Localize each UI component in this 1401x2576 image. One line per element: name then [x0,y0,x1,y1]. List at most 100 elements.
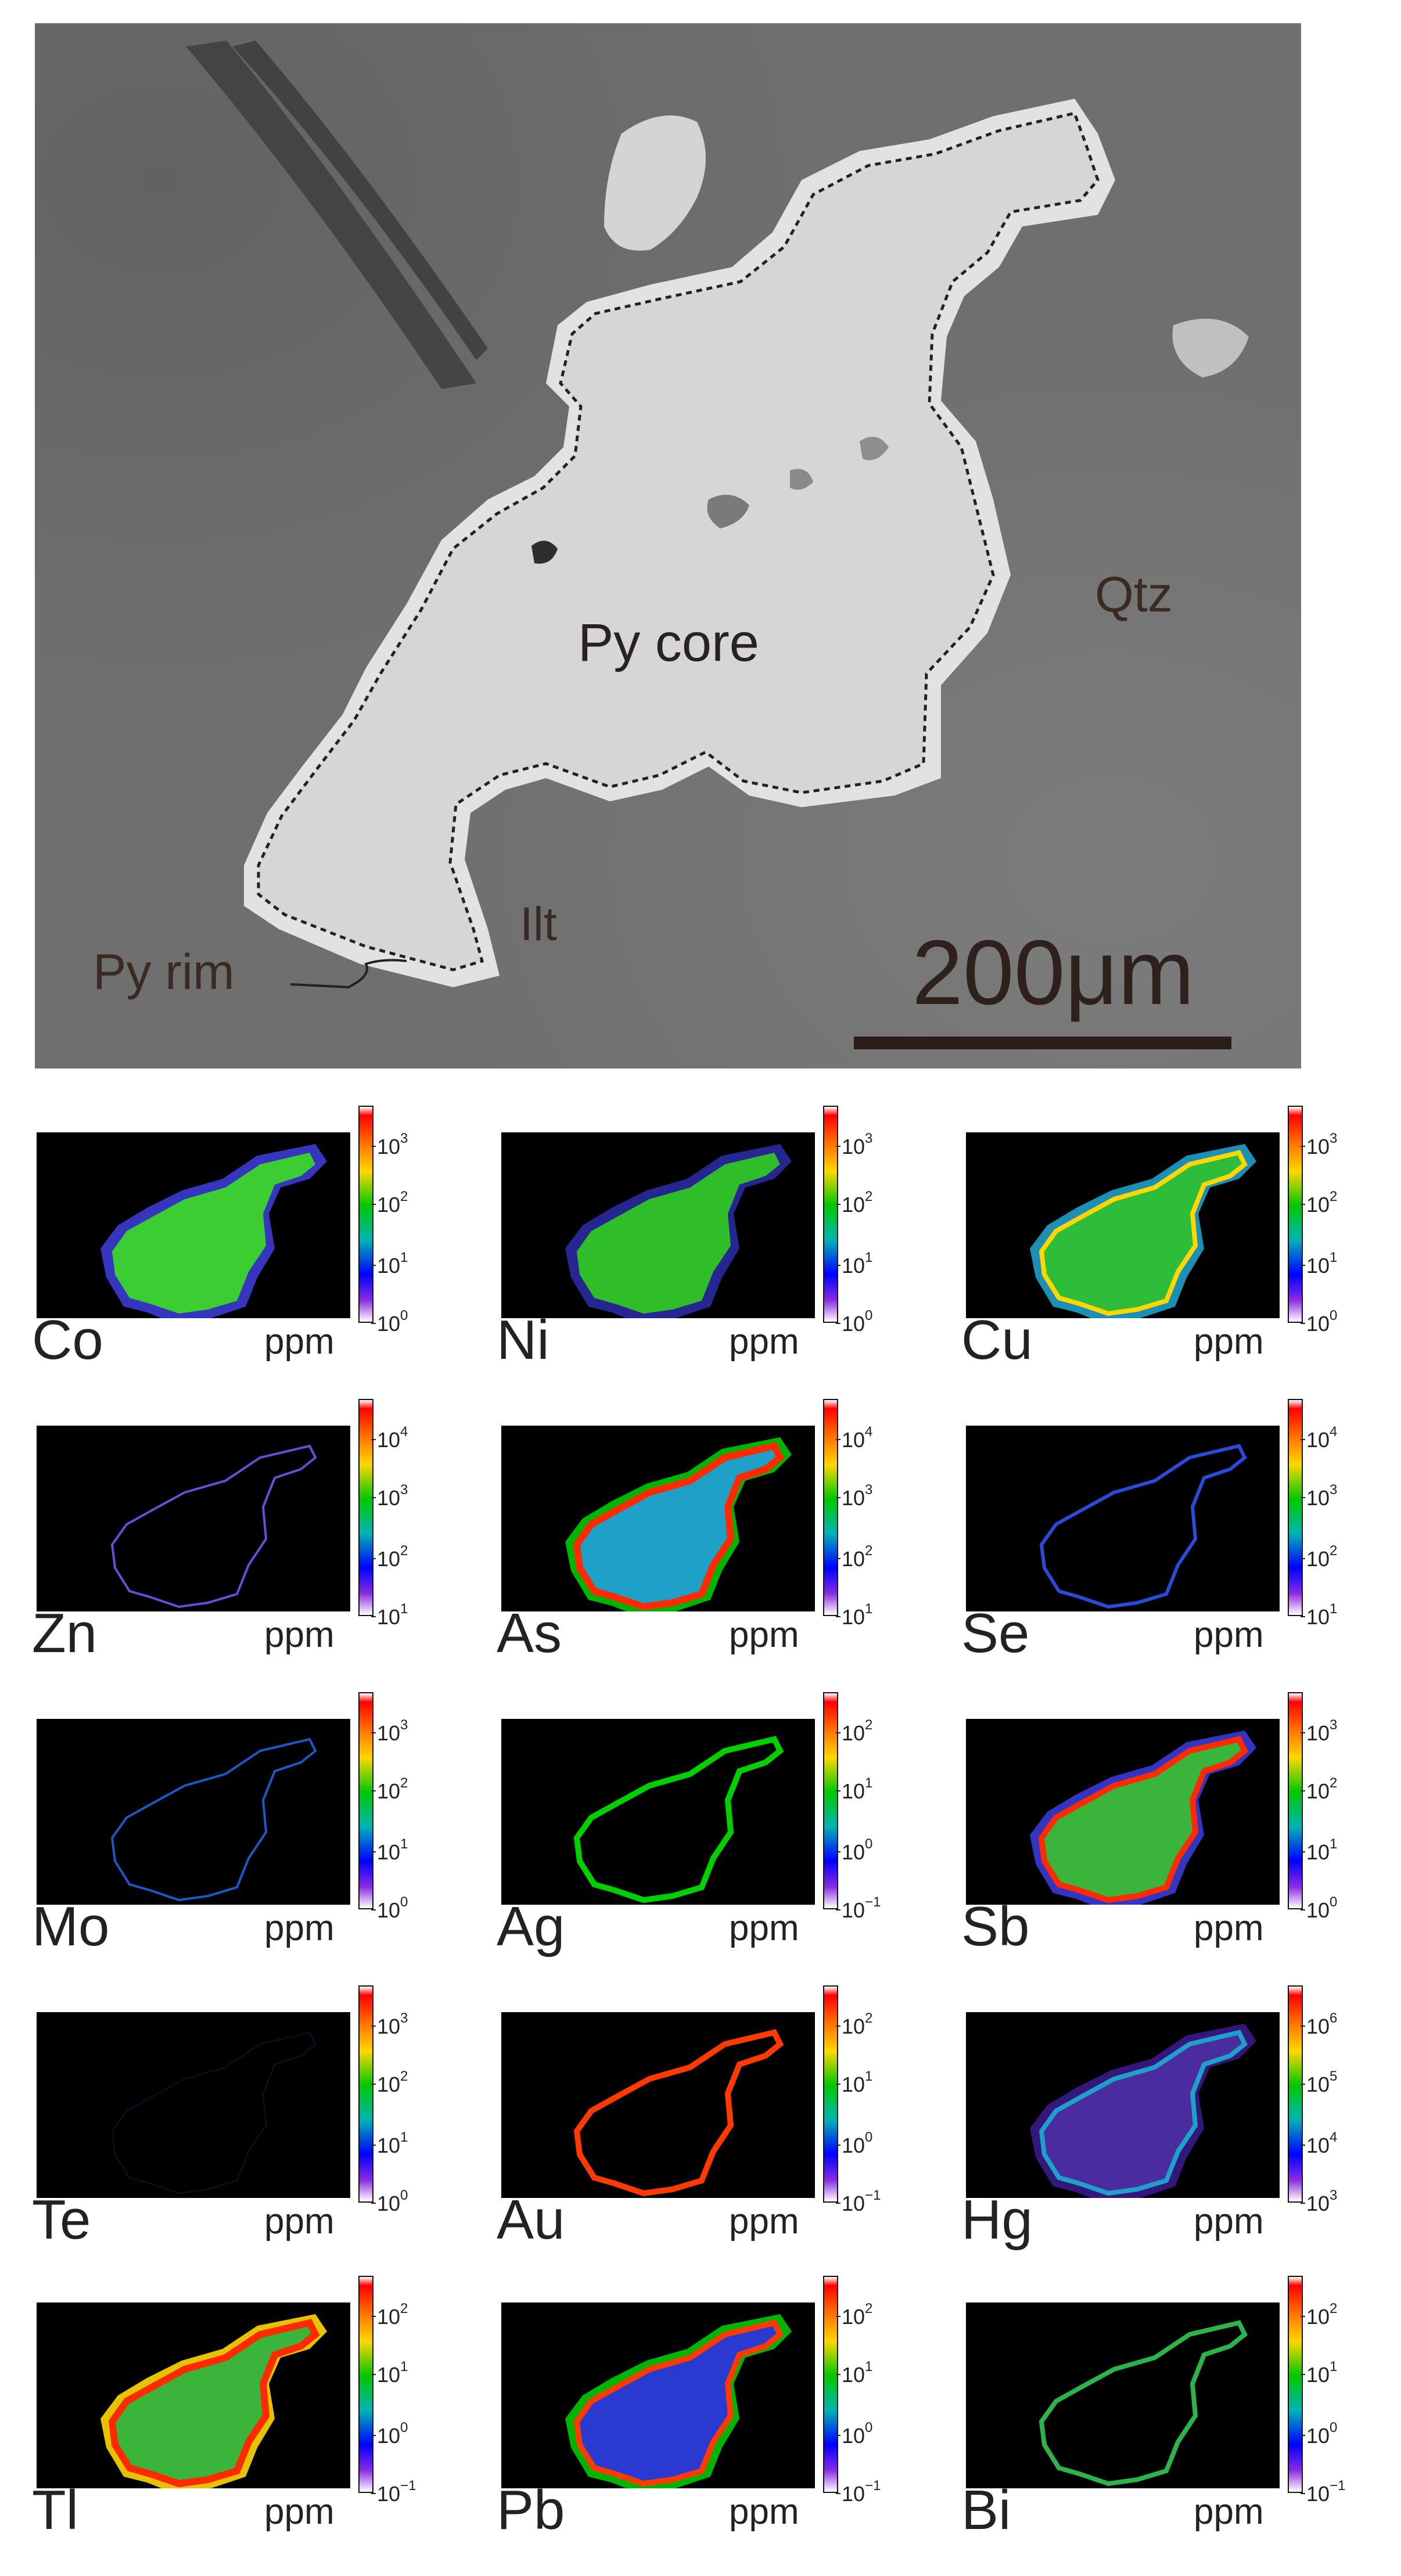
tick-exponent: 2 [1330,2301,1338,2316]
tick-exponent: 1 [865,1601,873,1617]
element-label: Zn [32,1602,98,1664]
colorbar-tick-mark [1301,1204,1305,1205]
colorbar-tick-label: 102 [1306,1776,1337,1802]
element-label: Te [32,2189,91,2251]
element-label: Mo [32,1895,110,1958]
colorbar-tick-label: 104 [842,1425,872,1451]
colorbar-gradient [823,2276,838,2493]
colorbar-tick-mark [836,2084,840,2085]
tick-base: 10 [377,1193,401,1217]
colorbar-tick-label: 100 [377,1309,408,1334]
tick-exponent: 0 [865,2129,873,2145]
colorbar-tick-label: 100 [842,2421,872,2447]
tick-base: 10 [1306,1840,1330,1864]
tick-base: 10 [377,2305,401,2329]
map-drawing [966,1719,1280,1905]
colorbar-tick-mark [1301,2084,1305,2085]
tick-exponent: 2 [1330,1543,1338,1559]
element-map-panel-hg: 106 105 104 103 Hg ppm [961,1983,1401,2273]
map-grain-core [1039,2320,1248,2487]
element-label: Pb [497,2479,565,2541]
colorbar-tick-mark [371,2084,376,2085]
colorbar-tick-label: 105 [1306,2070,1337,2096]
colorbar-tick-label: 102 [1306,1544,1337,1571]
tick-base: 10 [377,1779,401,1803]
tick-exponent: 0 [400,2420,408,2435]
colorbar-tick-mark [1301,1616,1305,1617]
tick-exponent: 2 [865,1543,873,1559]
colorbar-tick-mark [836,1558,840,1559]
colorbar-tick-label: 101 [377,2360,408,2386]
map-grain-core [110,1737,317,1902]
tick-exponent: 1 [1330,2359,1338,2374]
colorbar-tick-mark [836,1146,840,1147]
colorbar-tick-label: 101 [842,1251,872,1276]
tick-exponent: 1 [1330,1601,1338,1617]
tick-base: 10 [842,2363,865,2387]
tick-base: 10 [377,1547,401,1571]
colorbar-tick-label: 100 [1306,1895,1337,1921]
colorbar-gradient [358,1692,373,1909]
colorbar-gradient [823,1985,838,2203]
tick-exponent: 4 [1330,2129,1338,2145]
map-grain-core [1039,1150,1248,1316]
colorbar-tick-label: 103 [1306,2189,1337,2214]
colorbar-tick-mark [836,1204,840,1205]
map-drawing [501,1132,815,1318]
map-drawing [966,2302,1280,2488]
colorbar: 103 102 101 100 [1287,1690,1374,1921]
colorbar: 104 103 102 101 [357,1397,444,1628]
map-grain-core [1038,1736,1249,1904]
colorbar-tick-label: 102 [377,1776,408,1803]
tick-base: 10 [1306,2482,1330,2506]
colorbar-tick-label: 102 [842,1190,872,1215]
colorbar-tick-mark [1301,2203,1305,2204]
colorbar-tick-mark [836,2025,840,2027]
unit-label: ppm [729,1322,799,1362]
element-map-image [501,2012,815,2198]
unit-label: ppm [729,2492,799,2532]
colorbar-gradient [823,1692,838,1909]
colorbar-tick-mark [836,1909,840,1911]
colorbar-tick-label: 103 [842,1483,872,1509]
tick-exponent: 4 [865,1424,873,1440]
tick-base: 10 [842,2014,865,2038]
colorbar-tick-label: 102 [842,2012,872,2038]
element-label: Hg [961,2189,1033,2251]
colorbar-tick-label: 103 [377,1718,408,1744]
tick-exponent: 2 [865,1717,873,1733]
colorbar: 103 102 101 100 [357,1690,444,1921]
tick-exponent: 2 [400,1189,408,1204]
element-map-panel-te: 103 102 101 100 Te ppm [32,1983,485,2273]
colorbar-tick-mark [836,1497,840,1498]
map-background [37,1719,350,1905]
tick-exponent: 1 [400,2359,408,2374]
colorbar: 103 102 101 100 [357,1983,444,2214]
tick-base: 10 [1306,2014,1330,2038]
colorbar-tick-label: 100 [1306,2421,1337,2447]
map-drawing [37,2012,350,2198]
element-map-image [966,1719,1280,1905]
tick-base: 10 [377,2482,401,2506]
map-drawing [37,1426,350,1611]
map-grain-core [573,2029,784,2197]
colorbar-tick-label: 104 [377,1425,408,1451]
colorbar-tick-label: 101 [1306,2360,1337,2386]
colorbar-tick-mark [836,1616,840,1617]
colorbar-tick-label: 101 [842,2360,872,2387]
unit-label: ppm [1194,1908,1264,1948]
colorbar-tick-label: 103 [1306,1718,1337,1744]
colorbar-tick-label: 10−1 [842,1895,881,1921]
tick-base: 10 [1306,1547,1330,1571]
tick-exponent: 3 [400,2010,408,2026]
colorbar-tick-mark [836,2435,840,2436]
colorbar: 102 101 100 10−1 [822,1983,909,2214]
colorbar-tick-mark [371,2145,376,2146]
colorbar-tick-mark [371,1497,376,1498]
colorbar-tick-label: 103 [377,2012,408,2037]
tick-base: 10 [1306,2073,1330,2096]
element-map-image [966,2012,1280,2198]
colorbar-tick-mark [1301,1497,1305,1498]
colorbar-gradient [1288,1106,1303,1323]
map-background [966,2302,1280,2488]
